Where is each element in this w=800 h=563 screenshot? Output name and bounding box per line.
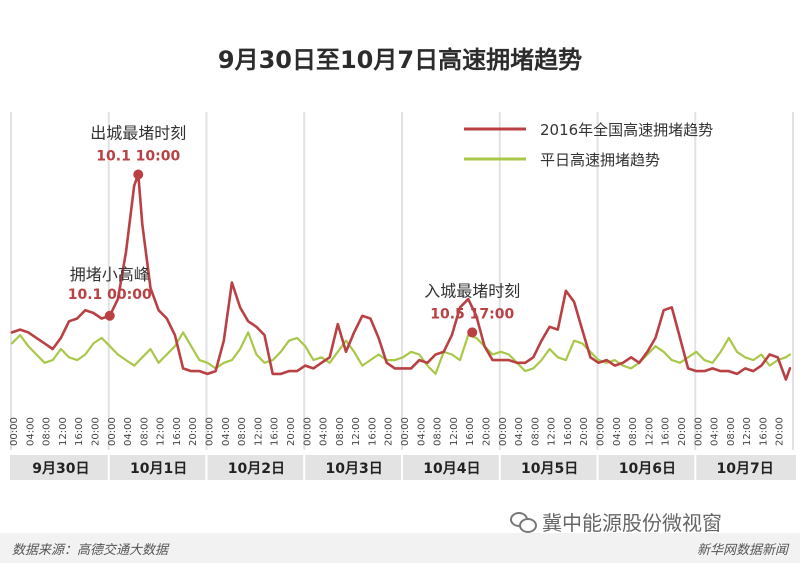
tick-label: 20:00 [90,417,101,446]
day-label: 10月4日 [423,461,480,477]
tick-label: 12:00 [156,417,167,446]
footer-band [0,533,800,563]
tick-label: 08:00 [335,417,346,446]
annotation-label: 出城最堵时刻 [90,123,186,142]
peak-marker [133,169,144,180]
tick-label: 04:00 [123,417,134,446]
tick-label: 00:00 [693,417,704,446]
tick-label: 08:00 [237,417,248,446]
series-line [10,173,792,381]
annotation-time: 10.5 17:00 [430,306,514,322]
day-label: 10月6日 [619,461,676,477]
tick-label: 20:00 [384,417,395,446]
tick-label: 16:00 [172,417,183,446]
tick-label: 00:00 [596,417,607,446]
tick-label: 12:00 [58,417,69,446]
tick-label: 20:00 [579,417,590,446]
chart-title: 9月30日至10月7日高速拥堵趋势 [217,46,583,74]
day-label: 10月2日 [228,461,285,477]
tick-label: 20:00 [775,417,786,446]
tick-label: 00:00 [205,417,216,446]
tick-label: 12:00 [644,417,655,446]
tick-label: 16:00 [661,417,672,446]
tick-label: 00:00 [107,417,118,446]
tick-label: 16:00 [367,417,378,446]
tick-label: 08:00 [628,417,639,446]
tick-label: 04:00 [319,417,330,446]
tick-label: 20:00 [188,417,199,446]
tick-label: 00:00 [302,417,313,446]
day-label: 10月1日 [130,461,187,477]
tick-label: 08:00 [726,417,737,446]
tick-label: 16:00 [465,417,476,446]
legend-label: 2016年全国高速拥堵趋势 [540,121,713,139]
tick-label: 00:00 [9,417,20,446]
tick-label: 12:00 [547,417,558,446]
legend-label: 平日高速拥堵趋势 [540,151,660,169]
day-label: 10月7日 [717,461,774,477]
annotation-time: 10.1 00:00 [68,287,152,303]
tick-label: 08:00 [433,417,444,446]
tick-label: 04:00 [25,417,36,446]
tick-label: 04:00 [710,417,721,446]
tick-label: 08:00 [139,417,150,446]
tick-label: 20:00 [481,417,492,446]
annotation-label: 入城最堵时刻 [424,281,520,300]
annotation-label: 拥堵小高峰 [70,265,150,284]
tick-label: 12:00 [351,417,362,446]
tick-label: 00:00 [498,417,509,446]
day-label: 9月30日 [32,461,89,477]
tick-label: 16:00 [563,417,574,446]
tick-label: 00:00 [400,417,411,446]
tick-label: 20:00 [677,417,688,446]
wechat-account-name: 冀中能源股份微视窗 [542,511,722,535]
tick-label: 12:00 [742,417,753,446]
wechat-watermark: 冀中能源股份微视窗 [510,507,722,536]
data-source: 数据来源：高德交通大数据 [12,543,169,558]
peak-marker [104,310,115,321]
tick-label: 04:00 [514,417,525,446]
tick-label: 04:00 [612,417,623,446]
tick-label: 20:00 [286,417,297,446]
peak-marker [467,327,478,338]
wechat-icon [510,511,537,533]
tick-label: 16:00 [758,417,769,446]
tick-label: 12:00 [449,417,460,446]
tick-label: 04:00 [221,417,232,446]
credit-line: 新华网数据新闻 [696,543,788,558]
tick-label: 16:00 [270,417,281,446]
tick-label: 16:00 [74,417,85,446]
tick-label: 04:00 [416,417,427,446]
tick-label: 12:00 [253,417,264,446]
day-label: 10月5日 [521,461,578,477]
day-label: 10月3日 [326,461,383,477]
tick-label: 08:00 [42,417,53,446]
series-line [10,331,792,375]
tick-label: 08:00 [530,417,541,446]
annotation-time: 10.1 10:00 [96,148,180,164]
